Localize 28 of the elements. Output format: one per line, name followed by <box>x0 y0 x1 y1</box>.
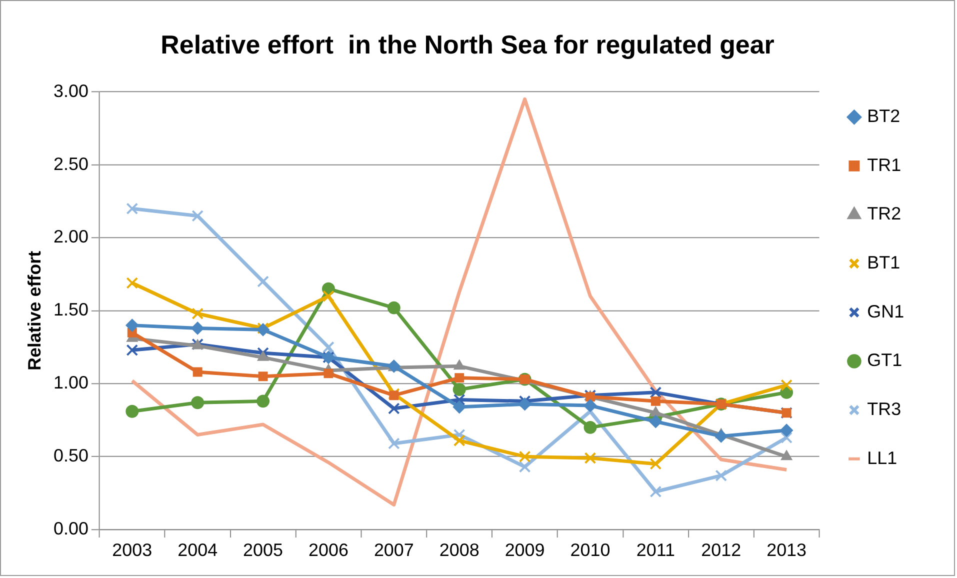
y-tick-label: 0.50 <box>54 446 88 466</box>
x-tick-label: 2012 <box>701 540 742 560</box>
x-tick-label: 2010 <box>570 540 610 560</box>
y-tick-label: 1.00 <box>54 372 88 393</box>
y-tick-label: 3.00 <box>54 80 88 101</box>
x-tick-label: 2004 <box>178 540 218 560</box>
x-tick-label: 2013 <box>766 540 807 560</box>
legend-label: TR1 <box>867 154 902 175</box>
x-tick-label: 2007 <box>374 540 414 560</box>
legend-label: BT2 <box>867 106 900 126</box>
legend-label: LL1 <box>867 448 898 468</box>
y-tick-label: 2.50 <box>54 154 88 174</box>
x-tick-label: 2006 <box>308 540 348 560</box>
legend-label: TR3 <box>867 399 902 420</box>
x-tick-label: 2003 <box>112 540 152 560</box>
x-tick-label: 2005 <box>243 540 284 560</box>
chart-title: Relative effort in the North Sea for regulated gear <box>160 32 774 60</box>
y-axis-title: Relative effort <box>24 250 45 370</box>
legend-label: TR2 <box>867 204 902 224</box>
y-tick-label: 1.50 <box>54 300 88 320</box>
legend-label: BT1 <box>867 252 900 273</box>
legend-label: GN1 <box>867 301 904 322</box>
x-tick-label: 2008 <box>439 540 480 560</box>
legend-label: GT1 <box>867 350 902 370</box>
y-tick-label: 2.00 <box>54 226 88 247</box>
x-tick-label: 2011 <box>636 540 675 560</box>
y-tick-label: 0.00 <box>54 518 88 539</box>
x-tick-label: 2009 <box>504 540 545 560</box>
